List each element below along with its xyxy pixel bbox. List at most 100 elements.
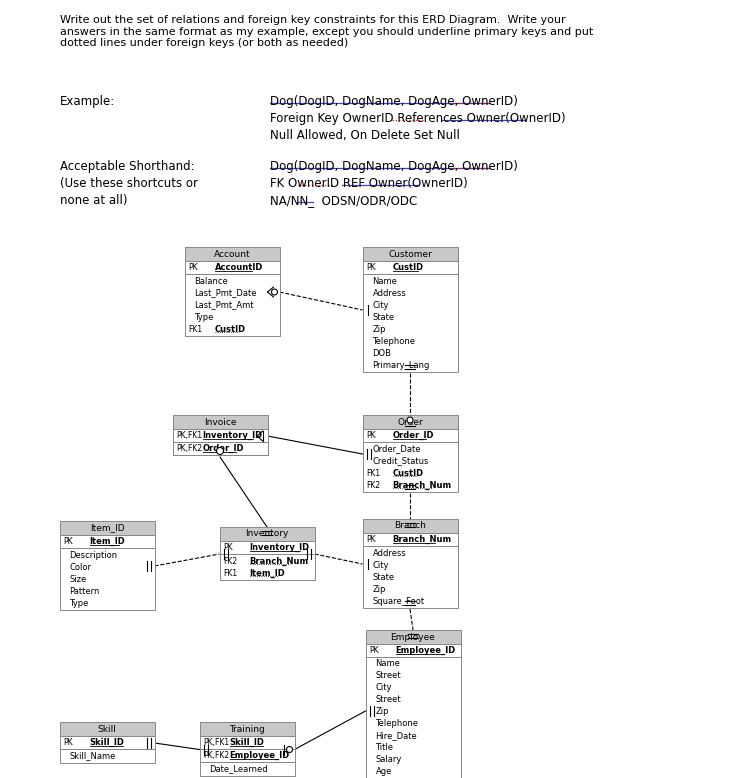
Text: City: City — [372, 300, 389, 310]
Bar — [60, 749, 154, 763]
Bar — [60, 722, 154, 736]
Text: Branch_Num: Branch_Num — [392, 535, 451, 544]
Text: Account: Account — [213, 250, 251, 258]
Text: Salary: Salary — [375, 755, 402, 765]
Bar — [172, 429, 268, 442]
Text: Square_Foot: Square_Foot — [372, 597, 424, 605]
Text: DOB: DOB — [372, 349, 392, 358]
Bar — [366, 644, 460, 657]
Text: FK2: FK2 — [224, 556, 238, 566]
Text: PK: PK — [63, 738, 73, 747]
Text: Customer: Customer — [388, 250, 432, 258]
Text: PK: PK — [224, 543, 233, 552]
Text: Zip: Zip — [375, 707, 389, 717]
Text: Invoice: Invoice — [204, 418, 236, 426]
Text: PK: PK — [369, 646, 379, 655]
Text: State: State — [372, 573, 395, 581]
Bar — [219, 554, 315, 580]
Bar — [60, 548, 154, 610]
Circle shape — [407, 417, 413, 423]
Text: Name: Name — [372, 276, 398, 286]
Bar — [363, 261, 457, 274]
Text: FK OwnerID REF Owner(OwnerID): FK OwnerID REF Owner(OwnerID) — [270, 177, 468, 190]
Text: City: City — [372, 560, 389, 569]
Bar — [199, 722, 295, 736]
Text: Item_ID: Item_ID — [249, 569, 285, 577]
Text: Item_ID: Item_ID — [90, 524, 125, 532]
Bar — [172, 415, 268, 429]
Text: Order_ID: Order_ID — [202, 444, 244, 453]
Text: FK1: FK1 — [366, 468, 380, 478]
Text: Employee_ID: Employee_ID — [230, 751, 289, 760]
Text: Balance: Balance — [195, 276, 228, 286]
Text: Inventory_ID: Inventory_ID — [249, 543, 310, 552]
Text: Item_ID: Item_ID — [90, 537, 125, 546]
Bar — [363, 442, 457, 492]
Text: Last_Pmt_Amt: Last_Pmt_Amt — [195, 300, 254, 310]
Text: Zip: Zip — [372, 324, 386, 334]
Text: Address: Address — [372, 548, 407, 558]
Text: CustID: CustID — [392, 263, 424, 272]
Text: FK1: FK1 — [189, 324, 203, 334]
Bar — [219, 541, 315, 554]
Text: Primary_Lang: Primary_Lang — [372, 360, 430, 370]
Bar — [184, 274, 280, 336]
Text: Date_Learned: Date_Learned — [210, 765, 268, 773]
Text: Branch_Num: Branch_Num — [249, 556, 309, 566]
Text: PK,FK1: PK,FK1 — [204, 738, 230, 747]
Bar — [366, 657, 460, 778]
Text: Credit_Status: Credit_Status — [372, 457, 429, 465]
Text: Order_ID: Order_ID — [392, 431, 434, 440]
Text: PK: PK — [366, 431, 376, 440]
Bar — [60, 521, 154, 535]
Text: Age: Age — [375, 768, 392, 776]
Circle shape — [216, 447, 224, 454]
Text: Zip: Zip — [372, 584, 386, 594]
Text: Hire_Date: Hire_Date — [375, 731, 417, 741]
Bar — [363, 247, 457, 261]
Text: Telephone: Telephone — [372, 337, 416, 345]
Text: State: State — [372, 313, 395, 321]
Text: PK: PK — [366, 535, 376, 544]
Text: Employee_ID: Employee_ID — [395, 646, 456, 655]
Text: Write out the set of relations and foreign key constraints for this ERD Diagram.: Write out the set of relations and forei… — [60, 15, 593, 48]
Bar — [184, 247, 280, 261]
Bar — [363, 415, 457, 429]
Text: Street: Street — [375, 696, 401, 705]
Bar — [199, 736, 295, 749]
Text: PK,FK2: PK,FK2 — [204, 751, 230, 760]
Text: FK2: FK2 — [366, 481, 380, 489]
Text: Skill_ID: Skill_ID — [230, 738, 264, 747]
Text: Inventory: Inventory — [245, 530, 289, 538]
Text: Telephone: Telephone — [375, 720, 419, 728]
Text: Employee: Employee — [391, 633, 436, 642]
Bar — [363, 274, 457, 372]
Text: Dog(DogID, DogName, DogAge, OwnerID): Dog(DogID, DogName, DogAge, OwnerID) — [270, 160, 518, 173]
Text: none at all): none at all) — [60, 194, 128, 207]
Text: City: City — [375, 684, 392, 692]
Text: Skill_Name: Skill_Name — [69, 752, 116, 761]
Text: Description: Description — [69, 551, 118, 559]
Text: AccountID: AccountID — [215, 263, 263, 272]
Text: Skill: Skill — [98, 724, 116, 734]
Text: Title: Title — [375, 744, 393, 752]
Circle shape — [286, 747, 292, 752]
Text: Skill_ID: Skill_ID — [90, 738, 125, 747]
Text: FK1: FK1 — [224, 569, 238, 577]
Text: Null Allowed, On Delete Set Null: Null Allowed, On Delete Set Null — [270, 129, 460, 142]
Bar — [60, 535, 154, 548]
Bar — [363, 546, 457, 608]
Bar — [184, 261, 280, 274]
Text: PK: PK — [189, 263, 198, 272]
Text: Acceptable Shorthand:: Acceptable Shorthand: — [60, 160, 195, 173]
Bar — [363, 519, 457, 533]
Text: Foreign Key OwnerID References Owner(OwnerID): Foreign Key OwnerID References Owner(Own… — [270, 112, 565, 125]
Bar — [366, 630, 460, 644]
Text: (Use these shortcuts or: (Use these shortcuts or — [60, 177, 198, 190]
Text: Type: Type — [195, 313, 214, 321]
Text: Dog(DogID, DogName, DogAge, OwnerID): Dog(DogID, DogName, DogAge, OwnerID) — [270, 95, 518, 108]
Text: Branch_Num: Branch_Num — [392, 481, 451, 489]
Text: Color: Color — [69, 562, 92, 572]
Bar — [219, 527, 315, 541]
Bar — [172, 442, 268, 455]
